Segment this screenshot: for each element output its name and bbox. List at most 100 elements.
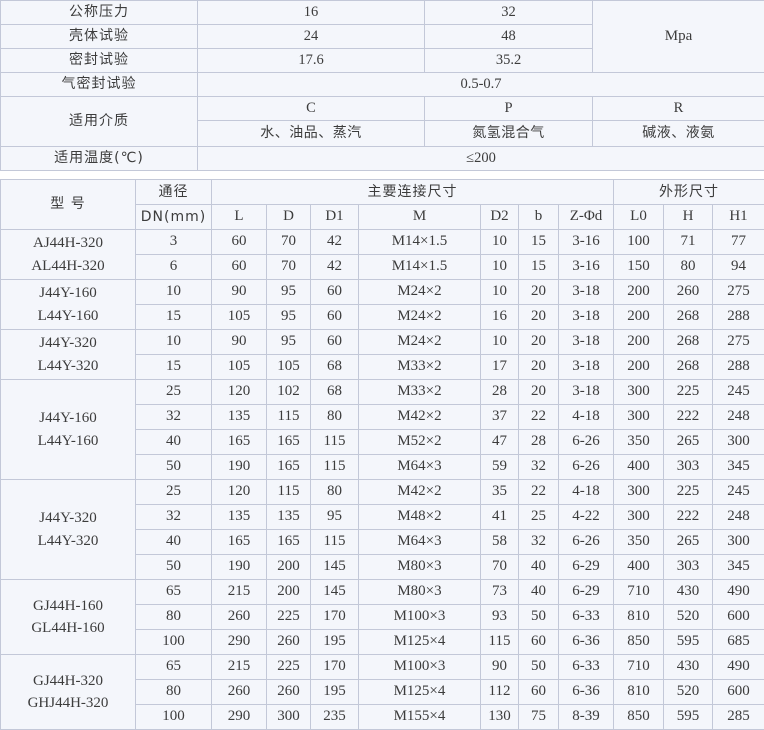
cell-dn: 100 bbox=[136, 630, 212, 655]
cell-L0: 300 bbox=[614, 480, 664, 505]
row-label-shell-test: 壳体试验 bbox=[1, 25, 198, 49]
cell-M: M52×2 bbox=[359, 430, 481, 455]
cell-L: 105 bbox=[212, 305, 267, 330]
cell-H: 268 bbox=[664, 330, 713, 355]
cell-H: 222 bbox=[664, 505, 713, 530]
cell-L: 60 bbox=[212, 230, 267, 255]
cell-dn: 40 bbox=[136, 430, 212, 455]
cell-H: 80 bbox=[664, 255, 713, 280]
cell-H: 268 bbox=[664, 305, 713, 330]
model-name: L44Y-320 bbox=[1, 355, 135, 378]
cell-H: 595 bbox=[664, 630, 713, 655]
medium-code-r: R bbox=[593, 97, 764, 121]
cell-D2: 58 bbox=[481, 530, 519, 555]
cell-H1: 300 bbox=[713, 530, 764, 555]
cell-L: 60 bbox=[212, 255, 267, 280]
cell-D1: 145 bbox=[311, 580, 359, 605]
cell-L: 190 bbox=[212, 455, 267, 480]
cell-D: 115 bbox=[267, 405, 311, 430]
cell-H: 430 bbox=[664, 655, 713, 680]
cell-M: M24×2 bbox=[359, 330, 481, 355]
cell-H1: 490 bbox=[713, 580, 764, 605]
cell-D1: 170 bbox=[311, 655, 359, 680]
cell-L0: 200 bbox=[614, 330, 664, 355]
cell-D1: 195 bbox=[311, 630, 359, 655]
cell-L: 260 bbox=[212, 605, 267, 630]
cell-b: 60 bbox=[519, 630, 559, 655]
cell-L0: 710 bbox=[614, 655, 664, 680]
cell-H: 71 bbox=[664, 230, 713, 255]
cell-D1: 115 bbox=[311, 455, 359, 480]
cell-H: 595 bbox=[664, 705, 713, 730]
cell-M: M24×2 bbox=[359, 305, 481, 330]
nominal-pressure-value-2: 32 bbox=[425, 1, 593, 25]
cell-H: 303 bbox=[664, 555, 713, 580]
cell-H1: 345 bbox=[713, 455, 764, 480]
cell-H: 430 bbox=[664, 580, 713, 605]
cell-dn: 10 bbox=[136, 280, 212, 305]
cell-zd: 4-18 bbox=[559, 405, 614, 430]
header-model: 型 号 bbox=[1, 180, 136, 230]
cell-D: 70 bbox=[267, 230, 311, 255]
cell-zd: 4-18 bbox=[559, 480, 614, 505]
cell-D1: 42 bbox=[311, 255, 359, 280]
cell-D1: 80 bbox=[311, 405, 359, 430]
medium-code-c: C bbox=[198, 97, 425, 121]
cell-D2: 10 bbox=[481, 330, 519, 355]
cell-b: 40 bbox=[519, 555, 559, 580]
cell-dn: 15 bbox=[136, 305, 212, 330]
model-name: L44Y-160 bbox=[1, 305, 135, 328]
cell-M: M48×2 bbox=[359, 505, 481, 530]
header-col-b: b bbox=[519, 205, 559, 230]
cell-H: 225 bbox=[664, 380, 713, 405]
header-col-D: D bbox=[267, 205, 311, 230]
model-name: GL44H-160 bbox=[1, 617, 135, 640]
cell-D2: 28 bbox=[481, 380, 519, 405]
cell-D: 95 bbox=[267, 330, 311, 355]
model-name: J44Y-320 bbox=[1, 507, 135, 530]
cell-H1: 285 bbox=[713, 705, 764, 730]
header-col-L: L bbox=[212, 205, 267, 230]
cell-dn: 3 bbox=[136, 230, 212, 255]
cell-b: 25 bbox=[519, 505, 559, 530]
dimension-table-body: 型 号 通径 主要连接尺寸 外形尺寸 DN(mm) L D D1 M D2 b … bbox=[1, 180, 764, 730]
cell-D1: 235 bbox=[311, 705, 359, 730]
model-name: J44Y-320 bbox=[1, 332, 135, 355]
cell-dn: 50 bbox=[136, 455, 212, 480]
cell-H: 520 bbox=[664, 680, 713, 705]
cell-H1: 248 bbox=[713, 505, 764, 530]
cell-H1: 300 bbox=[713, 430, 764, 455]
cell-M: M155×4 bbox=[359, 705, 481, 730]
model-name: AL44H-320 bbox=[1, 255, 135, 278]
cell-M: M80×3 bbox=[359, 555, 481, 580]
cell-dn: 10 bbox=[136, 330, 212, 355]
cell-D: 105 bbox=[267, 355, 311, 380]
cell-H: 222 bbox=[664, 405, 713, 430]
header-col-D2: D2 bbox=[481, 205, 519, 230]
cell-zd: 6-26 bbox=[559, 455, 614, 480]
row-label-applicable-medium: 适用介质 bbox=[1, 97, 198, 147]
cell-zd: 6-36 bbox=[559, 630, 614, 655]
model-name: GJ44H-160 bbox=[1, 595, 135, 618]
cell-D1: 115 bbox=[311, 430, 359, 455]
cell-H1: 245 bbox=[713, 480, 764, 505]
cell-H: 225 bbox=[664, 480, 713, 505]
cell-D1: 115 bbox=[311, 530, 359, 555]
cell-M: M64×3 bbox=[359, 530, 481, 555]
cell-H: 268 bbox=[664, 355, 713, 380]
cell-D: 225 bbox=[267, 655, 311, 680]
cell-H1: 685 bbox=[713, 630, 764, 655]
cell-D: 165 bbox=[267, 430, 311, 455]
cell-D: 260 bbox=[267, 680, 311, 705]
cell-zd: 3-16 bbox=[559, 230, 614, 255]
cell-D1: 68 bbox=[311, 355, 359, 380]
cell-H: 303 bbox=[664, 455, 713, 480]
seal-test-value-1: 17.6 bbox=[198, 49, 425, 73]
cell-D1: 60 bbox=[311, 280, 359, 305]
